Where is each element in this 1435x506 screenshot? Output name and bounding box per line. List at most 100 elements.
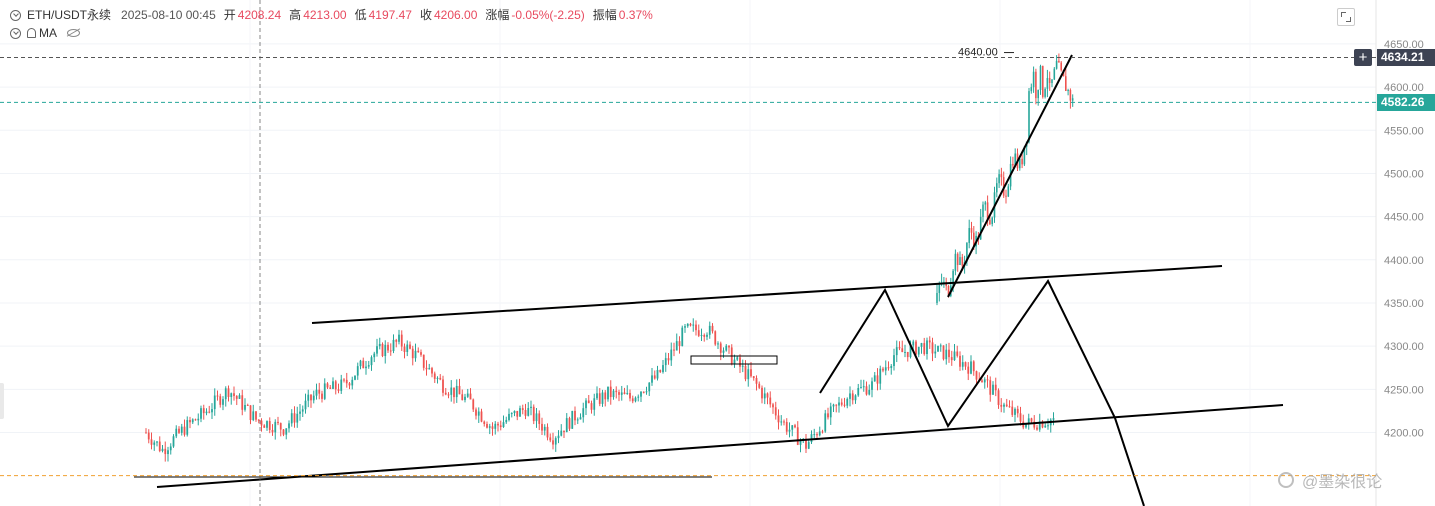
candle-body xyxy=(821,431,824,433)
candle-body xyxy=(1055,60,1058,69)
candle-body xyxy=(233,393,235,397)
candle-body xyxy=(882,368,884,371)
candle-body xyxy=(524,410,527,416)
candle-body xyxy=(431,368,433,374)
candle-body xyxy=(362,360,365,369)
candle-body xyxy=(700,335,703,337)
candle-body xyxy=(461,394,464,401)
candle-body xyxy=(1052,418,1055,420)
collapse-legend-icon[interactable] xyxy=(10,9,21,21)
ma-indicator-label[interactable]: MA xyxy=(39,26,57,40)
candle-body xyxy=(381,343,384,357)
candle-body xyxy=(315,389,318,396)
projection-zigzag xyxy=(819,279,1145,506)
candle-body xyxy=(442,379,444,393)
candle-body xyxy=(469,393,472,400)
candle-body xyxy=(576,419,579,421)
candle-body xyxy=(975,371,978,380)
candle-body xyxy=(1035,71,1037,99)
collapse-indicators-icon[interactable] xyxy=(10,27,21,39)
candles xyxy=(145,53,1074,462)
candle-body xyxy=(411,348,414,359)
candle-body xyxy=(552,440,554,445)
candle-body xyxy=(973,232,975,247)
candle-body xyxy=(662,365,664,373)
indicator-row: MA xyxy=(10,24,661,42)
candle-body xyxy=(271,429,274,433)
candle-body xyxy=(1030,418,1033,422)
candle-body xyxy=(587,400,590,404)
candle-body xyxy=(147,432,150,440)
candle-body xyxy=(890,366,893,368)
candle-body xyxy=(938,283,941,293)
candle-body xyxy=(466,393,469,397)
candle-body xyxy=(898,347,901,349)
candle-body xyxy=(288,423,290,429)
candle-body xyxy=(282,429,285,435)
candle-body xyxy=(986,379,989,381)
ohlc-row: ETH/USDT永续 2025-08-10 00:45 开 4208.24 高 42… xyxy=(10,6,661,24)
fullscreen-icon[interactable] xyxy=(1337,8,1355,26)
candle-body xyxy=(274,421,277,433)
candle-body xyxy=(1014,408,1016,415)
candle-body xyxy=(340,379,343,391)
candle-body xyxy=(887,367,890,369)
candle-body xyxy=(400,334,403,347)
candle-body xyxy=(618,392,620,395)
candle-body xyxy=(367,365,370,367)
candle-body xyxy=(530,406,532,409)
candle-body xyxy=(527,408,530,416)
candle-body xyxy=(1032,71,1035,88)
candle-body xyxy=(774,407,777,416)
candle-body xyxy=(1023,146,1026,165)
candle-body xyxy=(571,410,574,429)
candle-body xyxy=(1011,406,1014,415)
amplitude-label: 振幅 xyxy=(592,8,617,22)
candle-body xyxy=(1041,421,1044,428)
candle-body xyxy=(884,367,887,371)
candle-body xyxy=(453,387,455,398)
add-alert-plus-icon[interactable]: + xyxy=(1354,49,1372,66)
candle-body xyxy=(906,351,909,358)
low-label: 低 xyxy=(354,8,367,22)
candle-body xyxy=(260,420,263,426)
hide-indicator-icon[interactable] xyxy=(67,29,80,37)
candle-body xyxy=(640,391,642,397)
symbol-label[interactable]: ETH/USDT永续 xyxy=(27,8,112,22)
candle-body xyxy=(213,395,216,410)
candle-body xyxy=(943,281,945,283)
candle-body xyxy=(1019,413,1022,422)
alert-bell-icon[interactable] xyxy=(27,28,36,38)
candle-body xyxy=(996,183,998,193)
candle-body xyxy=(673,349,675,351)
y-tick-label: 4350.00 xyxy=(1384,298,1424,310)
candle-body xyxy=(956,253,959,265)
candle-body xyxy=(1016,408,1019,414)
candle-body xyxy=(1053,68,1056,80)
candle-body xyxy=(832,404,835,407)
candle-body xyxy=(667,358,670,361)
candle-body xyxy=(791,425,794,430)
candle-body xyxy=(920,343,923,347)
candle-body xyxy=(532,406,535,422)
candle-body xyxy=(255,411,257,420)
side-panel-handle[interactable] xyxy=(0,383,4,419)
candle-body xyxy=(167,450,169,455)
candle-body xyxy=(546,426,549,438)
candle-body xyxy=(596,393,598,399)
candle-body xyxy=(329,387,332,389)
price-lines xyxy=(0,0,1376,506)
candle-body xyxy=(1025,424,1027,428)
candle-body xyxy=(458,385,461,395)
candle-body xyxy=(579,417,582,420)
candle-body xyxy=(862,386,865,388)
candle-body xyxy=(433,373,436,379)
y-tick-label: 4300.00 xyxy=(1384,341,1424,353)
candle-body xyxy=(714,331,717,345)
candle-body xyxy=(483,421,486,425)
candle-body xyxy=(1051,79,1053,83)
candle-body xyxy=(766,393,769,398)
candle-body xyxy=(708,325,711,335)
